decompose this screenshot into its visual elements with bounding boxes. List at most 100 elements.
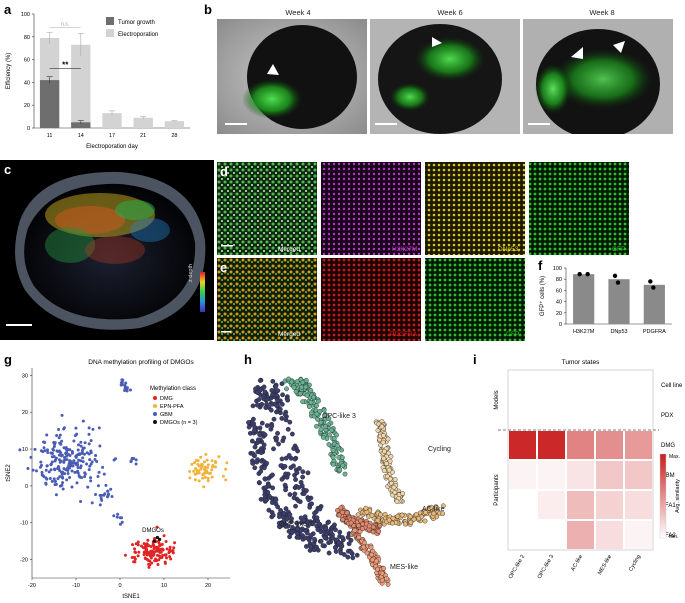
umap-cell	[281, 435, 287, 441]
scatter-point-gbm	[57, 427, 61, 431]
umap-cell	[250, 403, 256, 409]
umap-cell	[281, 518, 287, 524]
scatter-point-dmg	[132, 560, 136, 564]
umap-cell	[259, 420, 265, 426]
umap-cell	[379, 424, 385, 430]
umap-cell	[291, 385, 297, 390]
scatter-point-gbm	[42, 446, 46, 450]
column-label: OPC-like 2	[508, 554, 526, 580]
heatmap-cell	[538, 491, 565, 519]
umap-cell	[261, 442, 267, 448]
scatter-point-gbm	[65, 454, 69, 458]
scatter-point-gbm	[70, 485, 74, 489]
scatter-point-gbm	[112, 514, 116, 518]
bar-electroporation	[71, 44, 91, 128]
x-tick-label: 10	[161, 583, 167, 589]
scatter-point-epn-pfa	[192, 469, 196, 473]
scatter-point-dmg	[171, 549, 175, 553]
scatter-point-gbm	[94, 453, 98, 457]
week-label-1: Week 4	[285, 8, 311, 17]
umap-cell	[251, 416, 256, 422]
umap-cell	[303, 377, 309, 383]
umap-cell	[356, 523, 361, 529]
scatter-point-dmg	[130, 556, 134, 560]
umap-cell	[287, 419, 293, 425]
umap-cell	[265, 489, 271, 495]
scatter-point-gbm	[57, 436, 61, 440]
scatter-point-gbm	[128, 388, 132, 392]
scatter-point-epn-pfa	[213, 465, 217, 469]
scatter-point-gbm	[59, 451, 63, 455]
umap-cell	[331, 436, 337, 441]
y-tick-label: 60	[24, 58, 30, 64]
umap-cell	[323, 525, 328, 531]
scatter-point-gbm	[58, 460, 62, 464]
scatter-point-epn-pfa	[206, 463, 210, 467]
scatter-point-gbm	[134, 458, 138, 462]
scatter-point-gbm	[60, 472, 64, 476]
x-tick-label: H3K27M	[573, 329, 595, 335]
row-label: Cell line	[661, 383, 683, 389]
scatter-point-gbm	[87, 432, 91, 436]
scatter-point-gbm	[94, 492, 98, 496]
scatter-point-gbm	[39, 460, 43, 464]
scatter-point-gbm	[112, 458, 116, 462]
scatter-point-epn-pfa	[205, 471, 209, 475]
panel-label-f: f	[538, 258, 543, 273]
umap-cell	[386, 517, 392, 523]
legend-label: EPN-PFA	[160, 404, 184, 410]
data-point	[577, 271, 582, 277]
scatter-point-dmg	[136, 554, 140, 558]
x-tick-label: DNp53	[610, 329, 627, 335]
scatter-point-gbm	[81, 446, 85, 450]
umap-cell	[326, 550, 332, 556]
umap-cell	[326, 416, 332, 421]
z-depth-colorbar	[200, 272, 205, 312]
umap-cell	[275, 388, 281, 394]
umap-cell	[251, 428, 257, 434]
x-tick-label: 0	[118, 583, 121, 589]
umap-cell	[428, 504, 434, 510]
umap-cell	[360, 521, 366, 527]
scatter-point-gbm	[54, 493, 58, 497]
umap-cell	[270, 378, 276, 384]
colorbar-label: z depth	[188, 263, 194, 282]
umap-cell	[283, 455, 289, 461]
umap-cell	[315, 527, 321, 532]
y-tick-label: 10	[22, 447, 28, 453]
scatter-point-gbm	[88, 458, 92, 462]
scatter-point-gbm	[78, 475, 82, 479]
scatter-point-gbm	[60, 470, 64, 474]
umap-cell	[327, 432, 332, 438]
umap-cell	[334, 443, 340, 449]
scatter-point-epn-pfa	[203, 468, 207, 472]
umap-cell	[252, 444, 258, 450]
x-tick-label: 17	[109, 133, 115, 139]
scatter-point-gbm	[70, 450, 74, 454]
scatter-point-gbm	[68, 459, 72, 463]
row-label: PFA2	[661, 533, 676, 539]
umap-cell	[348, 520, 354, 526]
scatter-point-gbm	[82, 452, 86, 456]
scatter-point-gbm	[63, 456, 67, 460]
scatter-point-dmg	[158, 556, 162, 560]
label-opc-like-3: OPC-like 3	[322, 413, 356, 420]
x-axis-title: tSNE1	[122, 594, 140, 600]
x-tick-label: 14	[78, 133, 84, 139]
scatter-point-dmg	[164, 553, 168, 557]
umap-cell	[250, 460, 256, 466]
scatter-point-gbm	[106, 493, 110, 497]
umap-cell	[308, 533, 314, 539]
scatter-point-dmg	[165, 547, 169, 551]
y-tick-label: 0	[559, 322, 562, 328]
umap-cell	[411, 516, 417, 522]
colorbar-label: Avg. similarity	[675, 479, 681, 513]
umap-cell	[315, 416, 321, 422]
umap-cell	[266, 507, 272, 513]
scatter-point-gbm	[81, 460, 85, 464]
scatter-point-gbm	[77, 443, 81, 447]
scatter-point-epn-pfa	[190, 462, 194, 466]
caption-merged-d: Merged	[278, 246, 301, 253]
scatter-point-dmg	[146, 552, 150, 556]
heatmap-cell	[625, 491, 652, 519]
